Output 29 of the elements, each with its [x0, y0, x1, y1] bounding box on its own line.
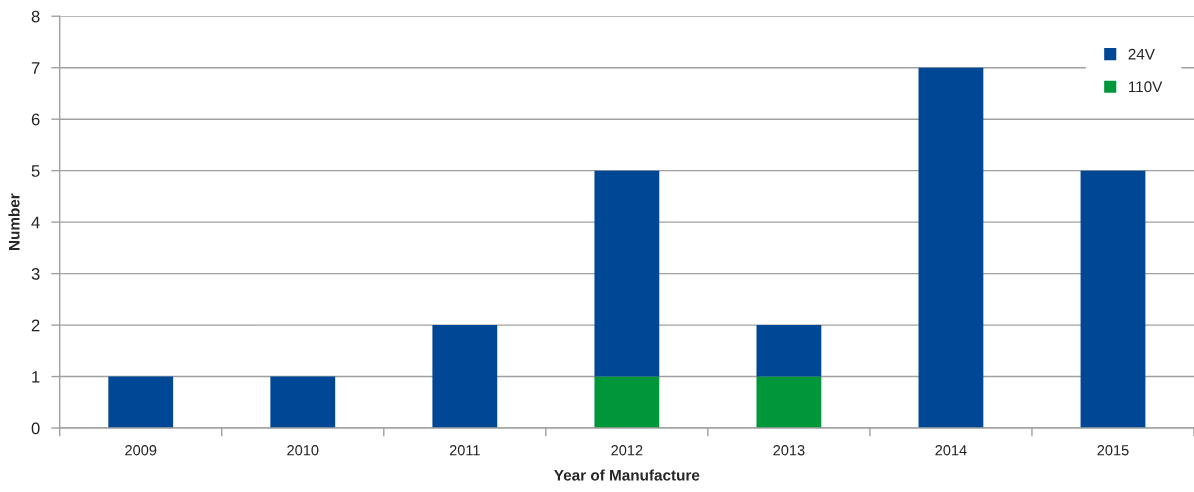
- y-tick-label: 4: [31, 216, 40, 229]
- bar: [756, 376, 822, 429]
- x-axis-title: Year of Manufacture: [554, 469, 700, 481]
- y-tick-label: 8: [31, 10, 40, 23]
- legend-label: 110V: [1128, 81, 1163, 93]
- x-tick-label: 2015: [1097, 445, 1129, 456]
- bar: [1080, 170, 1146, 429]
- y-tick-label: 2: [31, 319, 40, 332]
- bar: [594, 376, 660, 429]
- y-tick-label: 0: [31, 422, 40, 435]
- x-tick-label: 2013: [773, 445, 805, 456]
- y-tick-label: 7: [31, 62, 40, 74]
- y-tick-label: 6: [31, 113, 40, 126]
- y-tick-label: 3: [31, 268, 40, 280]
- bar: [432, 325, 498, 429]
- bar: [270, 376, 336, 429]
- x-tick-label: 2011: [449, 445, 480, 456]
- y-tick-label: 5: [31, 165, 40, 177]
- bar: [594, 170, 660, 377]
- bar: [108, 376, 174, 429]
- x-tick-label: 2012: [611, 445, 643, 456]
- y-axis-title: Number: [8, 193, 20, 250]
- legend-label: 24V: [1128, 48, 1155, 60]
- y-tick-label: 1: [32, 371, 40, 383]
- x-tick-label: 2010: [287, 445, 319, 456]
- bar: [756, 325, 822, 377]
- x-tick-label: 2014: [935, 445, 967, 456]
- x-tick-label: 2009: [125, 445, 157, 456]
- bar: [918, 67, 984, 429]
